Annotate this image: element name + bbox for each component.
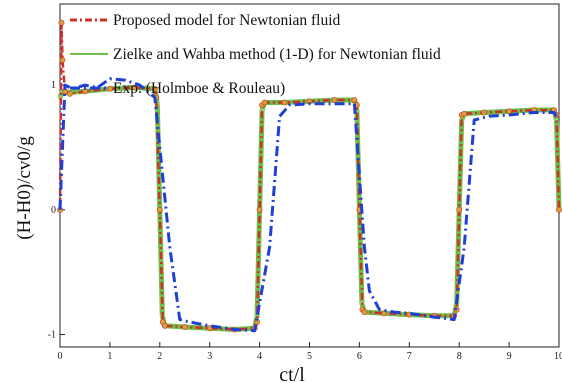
x-axis-title: ct/l: [279, 364, 305, 383]
x-tick-label: 5: [307, 351, 312, 362]
data-point-proposed: [506, 108, 512, 115]
data-point-proposed: [281, 99, 288, 106]
data-point-proposed: [351, 97, 358, 103]
x-tick-label: 3: [207, 351, 212, 362]
y-tick-label: -1: [48, 330, 56, 341]
data-point-proposed: [331, 97, 338, 103]
legend-label-experiment: Exp. (Holmboe & Rouleau): [113, 80, 285, 97]
data-point-proposed: [107, 85, 113, 92]
data-point-proposed: [456, 206, 463, 213]
data-point-proposed: [58, 19, 65, 26]
data-point-proposed: [556, 206, 562, 213]
x-tick-label: 0: [58, 351, 63, 362]
data-point-proposed: [481, 109, 488, 116]
data-point-proposed: [161, 322, 168, 329]
y-axis-title: (H-H0)/cv0/g: [14, 136, 35, 240]
series-experimental-line: [58, 77, 561, 333]
legend-label-proposed: Proposed model for Newtonian fluid: [113, 12, 341, 29]
x-tick-label: 6: [357, 351, 362, 362]
x-tick-label: 7: [407, 351, 412, 362]
legend-label-zielke: Zielke and Wahba method (1-D) for Newton…: [113, 46, 441, 63]
legend: Proposed model for Newtonian fluid Zielk…: [70, 12, 441, 97]
x-tick-label: 10: [554, 351, 562, 362]
x-tick-label: 2: [157, 351, 162, 362]
x-tick-label: 1: [107, 351, 112, 362]
data-point-proposed: [461, 110, 468, 117]
data-point-proposed: [206, 325, 213, 332]
x-tick-label: 4: [257, 351, 262, 362]
y-tick-label: 0: [51, 205, 56, 216]
y-tick-label: 1: [51, 80, 56, 91]
data-point-proposed: [256, 206, 263, 213]
data-point-proposed: [181, 324, 188, 330]
data-point-proposed: [151, 85, 158, 92]
x-tick-label: 8: [457, 351, 462, 362]
data-point-proposed: [156, 206, 163, 213]
data-point-proposed: [67, 90, 73, 97]
series-proposed-model-line: [58, 21, 561, 331]
series-layer: [57, 19, 562, 333]
x-tick-label: 9: [507, 351, 512, 362]
data-point-proposed: [361, 309, 368, 315]
series-zielke-wahba-line: [57, 85, 562, 332]
data-point-proposed: [59, 57, 66, 64]
data-point-proposed: [261, 99, 268, 106]
